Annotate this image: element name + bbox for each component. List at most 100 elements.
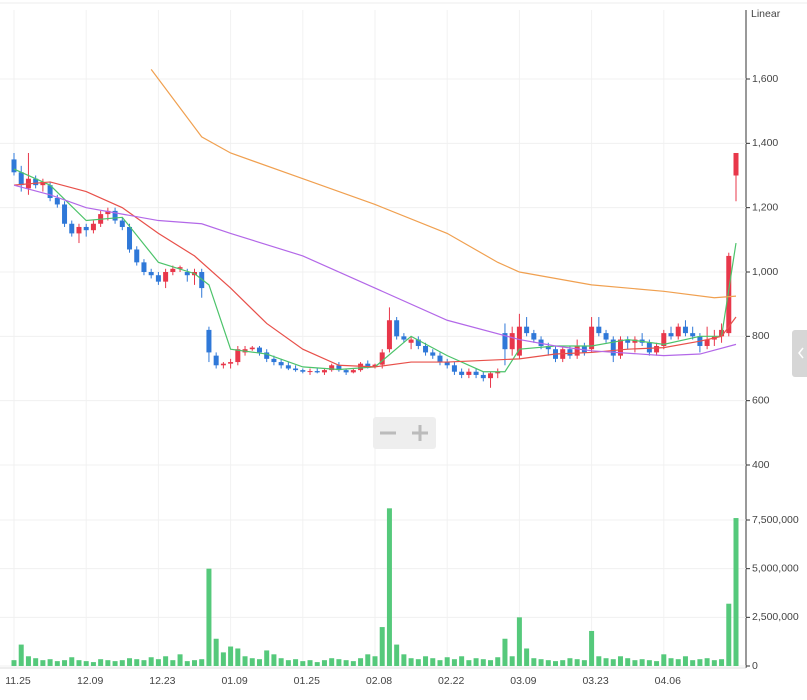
volume-bar [654, 661, 660, 666]
candle-body [459, 371, 465, 375]
volume-bar [495, 657, 501, 666]
candle-body [329, 365, 335, 371]
candle-body [18, 172, 24, 186]
candle-body [127, 226, 133, 250]
candle-body [321, 370, 327, 373]
candle-body [184, 272, 190, 276]
candle-body [206, 329, 212, 353]
volume-bar [451, 659, 457, 666]
candle-body [704, 339, 710, 346]
volume-bar [98, 659, 104, 666]
candle-body [54, 198, 60, 205]
candle-body [661, 333, 667, 346]
y-tick-label: 1,400 [752, 137, 778, 149]
volume-bar [177, 654, 183, 666]
candle-body [365, 363, 371, 367]
candle-body [155, 275, 161, 282]
volume-bar [206, 568, 212, 666]
candle-body [596, 326, 602, 334]
candle-body [177, 267, 183, 269]
candle-body [47, 185, 53, 199]
candle-body [394, 320, 400, 337]
y-tick-label: 1,000 [752, 266, 778, 278]
volume-bar [40, 660, 46, 666]
volume-bar [343, 660, 349, 666]
candle-body [516, 326, 522, 356]
candle-body [589, 326, 595, 350]
volume-bar [192, 660, 197, 666]
volume-bar [726, 603, 732, 666]
candle-body [148, 272, 154, 276]
volume-bar [697, 659, 703, 666]
volume-bar [25, 656, 31, 666]
volume-bar [408, 658, 414, 666]
candle-body [314, 371, 320, 373]
volume-bar [610, 659, 616, 666]
candle-body [437, 355, 443, 363]
volume-bar [11, 660, 17, 666]
volume-bar [488, 660, 494, 666]
volume-bar [502, 638, 508, 666]
volume-bar [18, 644, 24, 666]
volume-bar [69, 657, 75, 666]
volume-bar [372, 656, 378, 666]
candle-body [69, 223, 75, 234]
side-tab[interactable] [792, 330, 807, 377]
volume-bar [553, 661, 558, 666]
volume-bar [480, 659, 486, 666]
candle-body [423, 345, 429, 353]
candle-body [682, 326, 688, 334]
volume-bar [54, 661, 60, 666]
volume-bar [134, 659, 140, 666]
volume-bar [83, 661, 89, 666]
volume-bar [293, 659, 299, 666]
volume-bar [603, 658, 609, 666]
candle-body [220, 363, 226, 366]
y-tick-label: 600 [752, 394, 770, 406]
candle-body [625, 339, 631, 343]
candle-body [170, 268, 176, 272]
volume-bar [459, 656, 465, 666]
volume-bar [213, 638, 219, 666]
volume-bar [256, 659, 262, 666]
zoom-control[interactable] [373, 417, 436, 449]
volume-bar [444, 657, 450, 666]
candle-body [11, 159, 17, 173]
volume-bar [625, 658, 631, 666]
volume-bar [719, 659, 725, 666]
volume-bar [574, 659, 580, 666]
volume-bar [127, 658, 133, 666]
volume-bar [329, 658, 335, 666]
volume-bar [524, 648, 530, 666]
candle-body [668, 333, 674, 337]
volume-bar [220, 652, 226, 666]
candle-body [134, 249, 140, 263]
candle-body [76, 226, 82, 234]
volume-bar [90, 662, 96, 666]
candle-body [300, 370, 306, 372]
volume-bar [365, 654, 371, 666]
volume-bar [437, 660, 443, 666]
volume-bar [148, 657, 154, 666]
volume-bar [589, 630, 595, 666]
volume-bar [321, 660, 327, 666]
volume-bar [264, 650, 270, 666]
candle-body [502, 333, 508, 350]
candle-body [112, 210, 118, 221]
candle-body [733, 152, 739, 176]
volume-bar [646, 660, 652, 666]
candle-body [632, 339, 638, 343]
volume-bar [112, 661, 118, 666]
volume-bar [249, 658, 255, 666]
candle-body [646, 342, 652, 353]
candle-body [451, 365, 457, 372]
y-tick-label: 1,200 [752, 201, 778, 213]
volume-bar [386, 508, 392, 666]
candle-body [372, 364, 378, 367]
candle-body [726, 255, 732, 334]
candle-body [235, 349, 241, 363]
candle-body [567, 349, 573, 356]
volume-tick-label: 7,500,000 [752, 514, 799, 526]
volume-bar [567, 658, 573, 666]
